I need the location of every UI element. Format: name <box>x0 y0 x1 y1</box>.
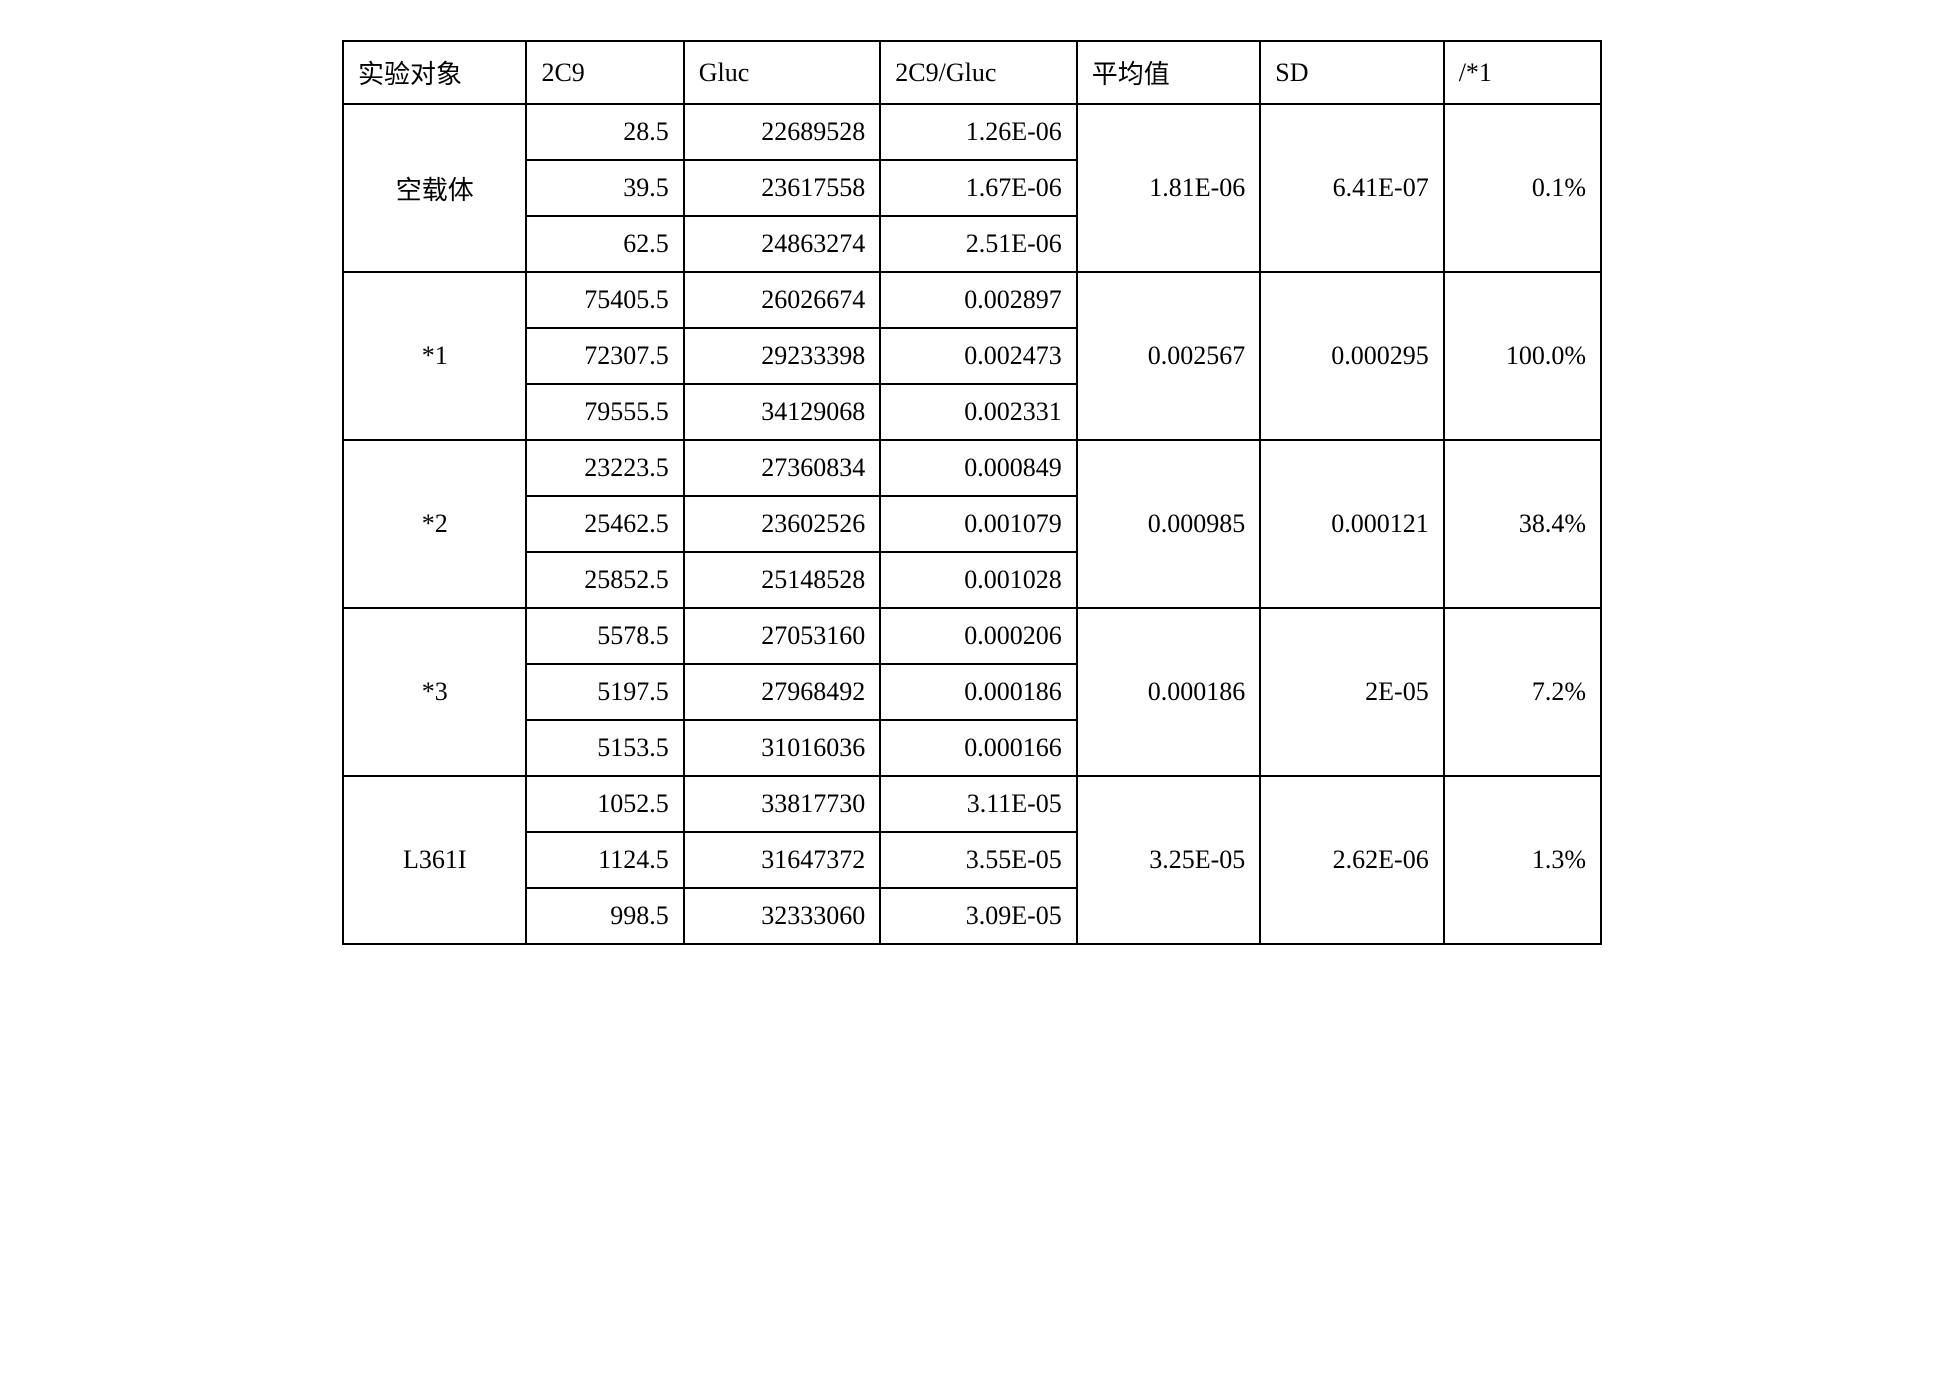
cell-pct: 7.2% <box>1444 608 1601 776</box>
cell-ratio: 1.67E-06 <box>880 160 1077 216</box>
table-row: *35578.5270531600.0002060.0001862E-057.2… <box>343 608 1601 664</box>
cell-gluc: 26026674 <box>684 272 881 328</box>
cell-2c9: 39.5 <box>526 160 683 216</box>
cell-gluc: 34129068 <box>684 384 881 440</box>
table-row: 空载体28.5226895281.26E-061.81E-066.41E-070… <box>343 104 1601 160</box>
data-table: 实验对象 2C9 Gluc 2C9/Gluc 平均值 SD /*1 空载体28.… <box>342 40 1602 945</box>
cell-mean: 3.25E-05 <box>1077 776 1260 944</box>
cell-2c9: 25852.5 <box>526 552 683 608</box>
cell-2c9: 79555.5 <box>526 384 683 440</box>
col-header-ratio: 2C9/Gluc <box>880 41 1077 104</box>
cell-gluc: 29233398 <box>684 328 881 384</box>
cell-mean: 1.81E-06 <box>1077 104 1260 272</box>
cell-ratio: 3.11E-05 <box>880 776 1077 832</box>
col-header-pct: /*1 <box>1444 41 1601 104</box>
cell-ratio: 0.000186 <box>880 664 1077 720</box>
cell-subject: *1 <box>343 272 526 440</box>
cell-gluc: 32333060 <box>684 888 881 944</box>
cell-gluc: 27360834 <box>684 440 881 496</box>
cell-ratio: 3.55E-05 <box>880 832 1077 888</box>
col-header-sd: SD <box>1260 41 1443 104</box>
cell-gluc: 25148528 <box>684 552 881 608</box>
cell-2c9: 25462.5 <box>526 496 683 552</box>
cell-gluc: 27968492 <box>684 664 881 720</box>
cell-subject: *2 <box>343 440 526 608</box>
cell-pct: 0.1% <box>1444 104 1601 272</box>
cell-2c9: 72307.5 <box>526 328 683 384</box>
cell-ratio: 0.000849 <box>880 440 1077 496</box>
cell-gluc: 31016036 <box>684 720 881 776</box>
cell-ratio: 2.51E-06 <box>880 216 1077 272</box>
cell-ratio: 0.000206 <box>880 608 1077 664</box>
cell-mean: 0.000186 <box>1077 608 1260 776</box>
cell-mean: 0.002567 <box>1077 272 1260 440</box>
cell-2c9: 5578.5 <box>526 608 683 664</box>
cell-subject: L361I <box>343 776 526 944</box>
col-header-gluc: Gluc <box>684 41 881 104</box>
cell-sd: 2.62E-06 <box>1260 776 1443 944</box>
table-row: L361I1052.5338177303.11E-053.25E-052.62E… <box>343 776 1601 832</box>
cell-sd: 0.000295 <box>1260 272 1443 440</box>
table-row: *175405.5260266740.0028970.0025670.00029… <box>343 272 1601 328</box>
cell-gluc: 22689528 <box>684 104 881 160</box>
cell-gluc: 24863274 <box>684 216 881 272</box>
cell-ratio: 0.001028 <box>880 552 1077 608</box>
cell-gluc: 31647372 <box>684 832 881 888</box>
cell-2c9: 23223.5 <box>526 440 683 496</box>
cell-ratio: 0.002331 <box>880 384 1077 440</box>
table-body: 空载体28.5226895281.26E-061.81E-066.41E-070… <box>343 104 1601 944</box>
cell-ratio: 0.002897 <box>880 272 1077 328</box>
table-row: *223223.5273608340.0008490.0009850.00012… <box>343 440 1601 496</box>
cell-2c9: 1052.5 <box>526 776 683 832</box>
col-header-mean: 平均值 <box>1077 41 1260 104</box>
cell-pct: 38.4% <box>1444 440 1601 608</box>
cell-ratio: 0.002473 <box>880 328 1077 384</box>
cell-subject: 空载体 <box>343 104 526 272</box>
cell-2c9: 998.5 <box>526 888 683 944</box>
cell-gluc: 33817730 <box>684 776 881 832</box>
cell-ratio: 3.09E-05 <box>880 888 1077 944</box>
cell-2c9: 28.5 <box>526 104 683 160</box>
cell-pct: 100.0% <box>1444 272 1601 440</box>
cell-gluc: 27053160 <box>684 608 881 664</box>
cell-gluc: 23602526 <box>684 496 881 552</box>
cell-gluc: 23617558 <box>684 160 881 216</box>
cell-pct: 1.3% <box>1444 776 1601 944</box>
cell-ratio: 0.001079 <box>880 496 1077 552</box>
col-header-2c9: 2C9 <box>526 41 683 104</box>
cell-2c9: 1124.5 <box>526 832 683 888</box>
header-row: 实验对象 2C9 Gluc 2C9/Gluc 平均值 SD /*1 <box>343 41 1601 104</box>
cell-sd: 0.000121 <box>1260 440 1443 608</box>
cell-2c9: 62.5 <box>526 216 683 272</box>
cell-subject: *3 <box>343 608 526 776</box>
cell-ratio: 1.26E-06 <box>880 104 1077 160</box>
cell-2c9: 5153.5 <box>526 720 683 776</box>
cell-sd: 6.41E-07 <box>1260 104 1443 272</box>
col-header-subject: 实验对象 <box>343 41 526 104</box>
cell-mean: 0.000985 <box>1077 440 1260 608</box>
cell-2c9: 75405.5 <box>526 272 683 328</box>
cell-ratio: 0.000166 <box>880 720 1077 776</box>
cell-sd: 2E-05 <box>1260 608 1443 776</box>
cell-2c9: 5197.5 <box>526 664 683 720</box>
